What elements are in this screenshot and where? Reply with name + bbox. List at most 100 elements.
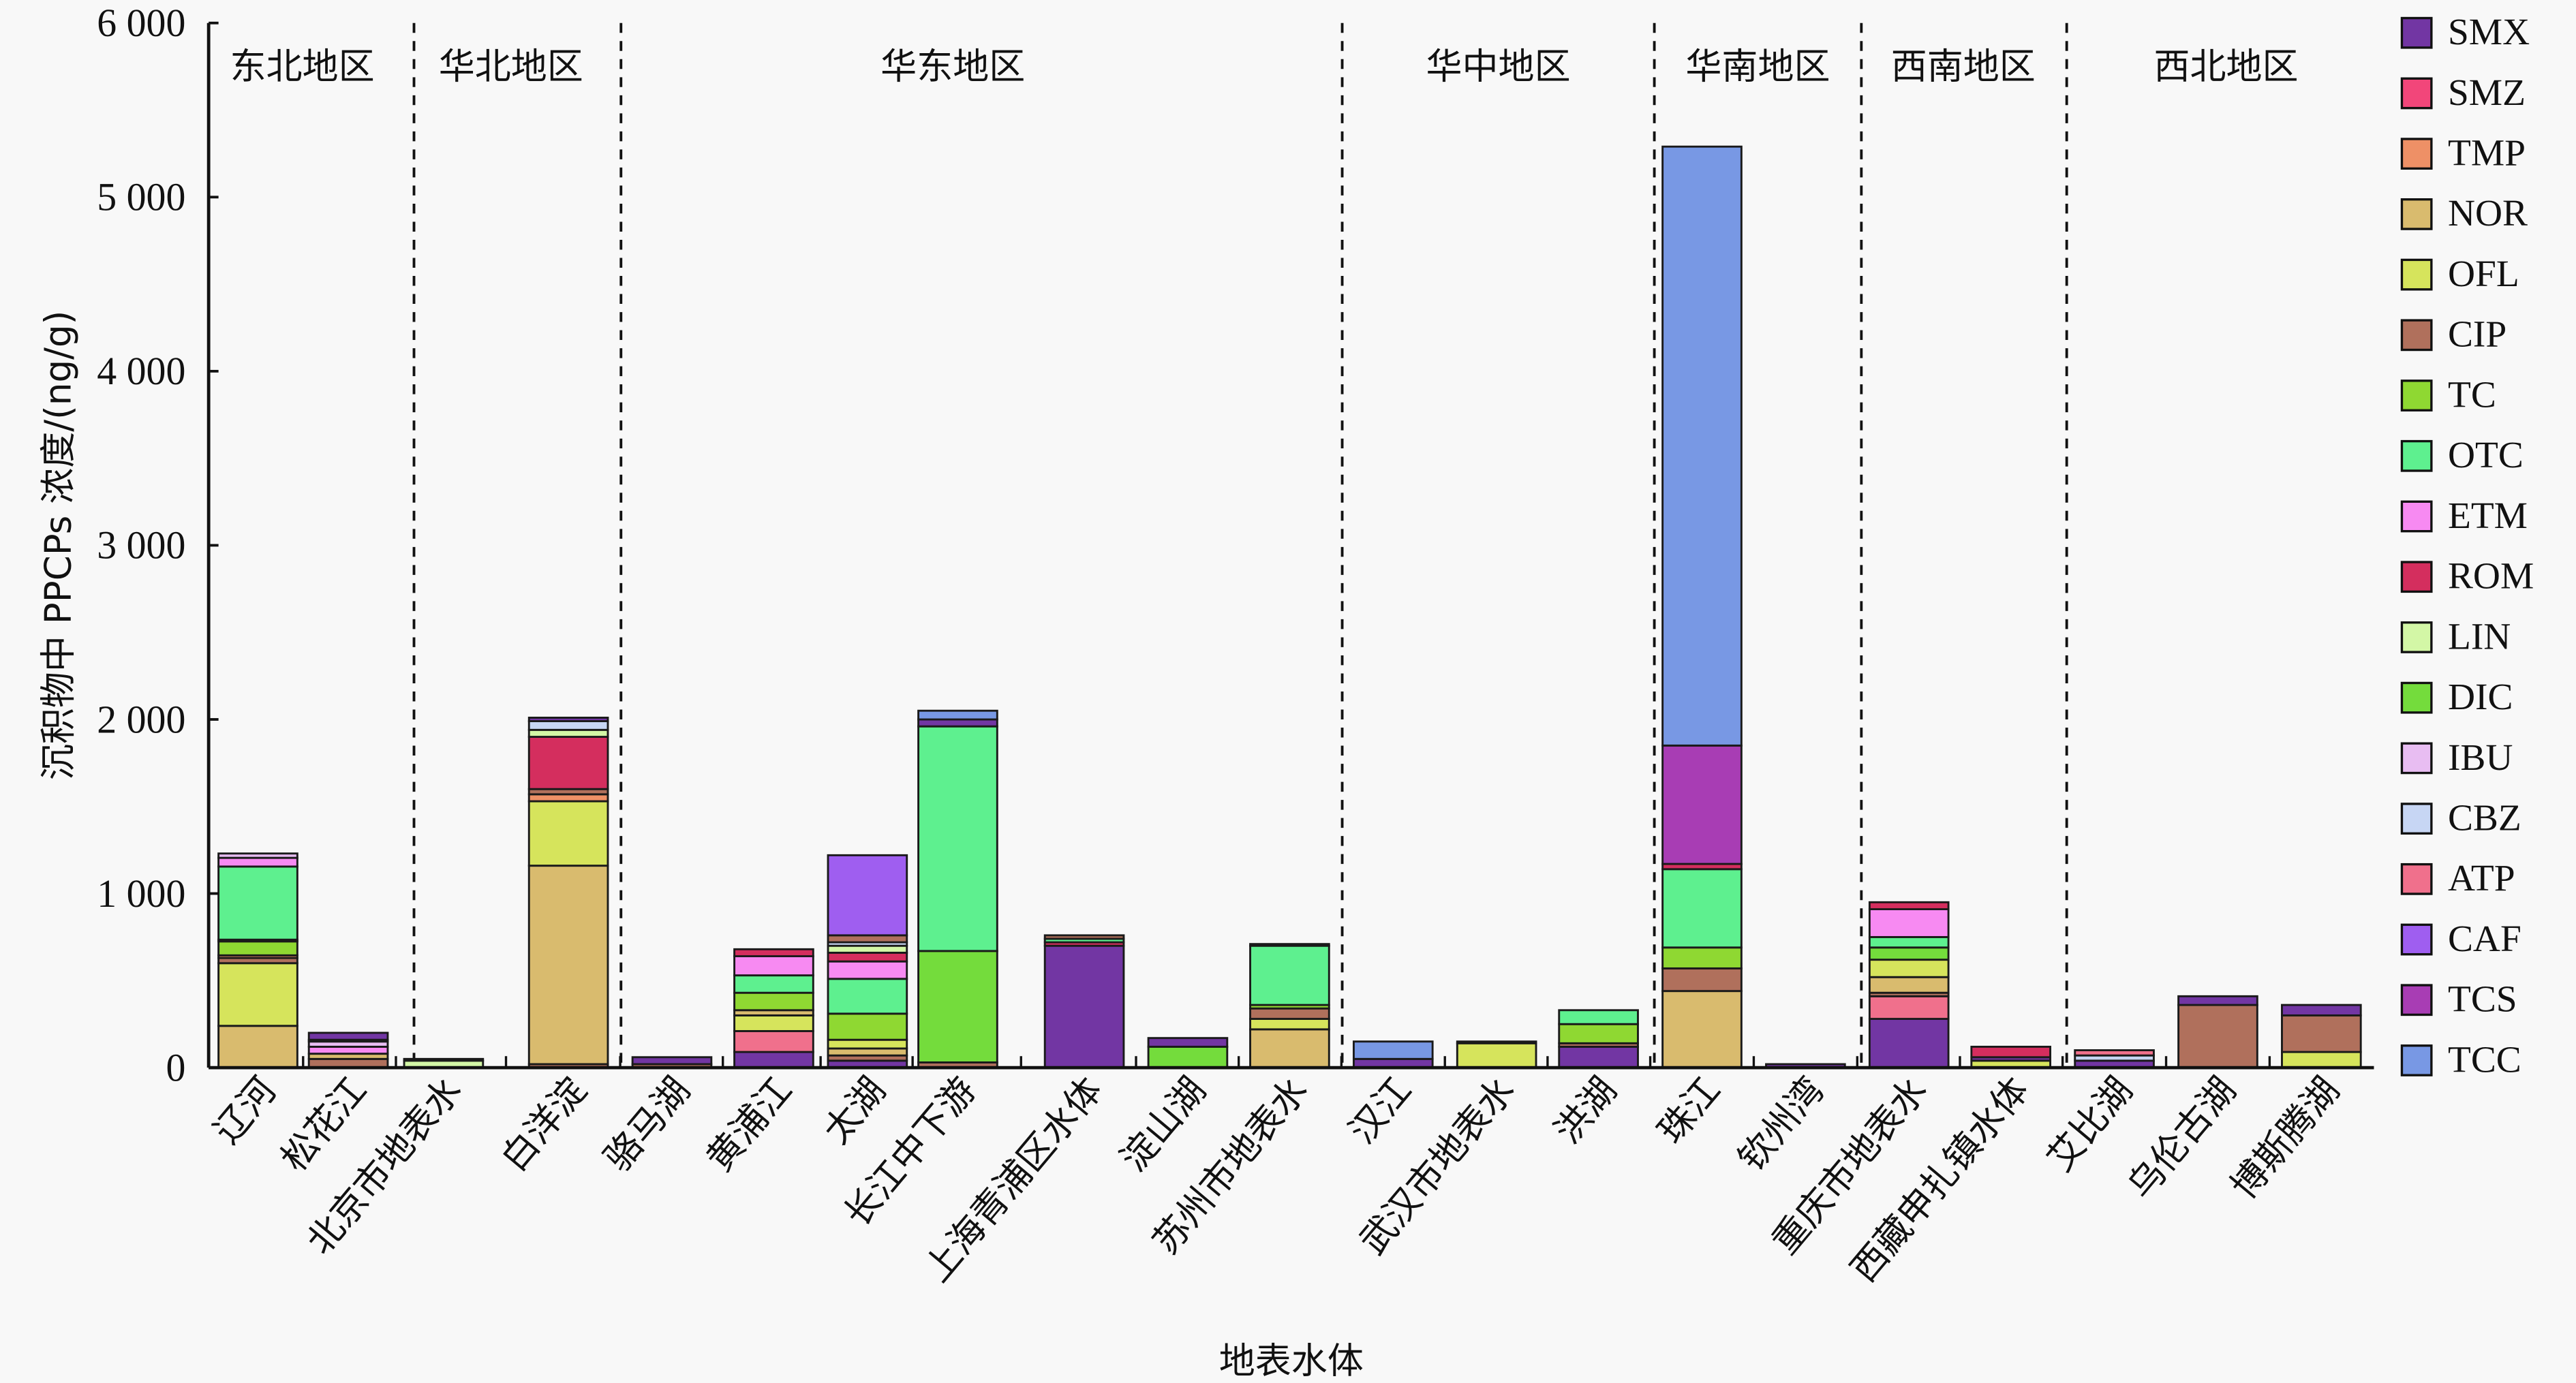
bar-长江中下游 [917,709,998,1069]
legend-swatch-TMP [2400,138,2433,170]
bar-白洋淀 [527,716,609,1069]
bar-segment-SMX [733,1051,814,1069]
region-label: 华南地区 [1685,46,1830,88]
legend-label: NOR [2448,192,2528,234]
y-tick-label: 4 000 [97,349,185,393]
bar-segment-OTC [733,974,814,994]
bar-segment-TC [733,991,814,1012]
legend-swatch-IBU [2400,742,2433,775]
legend-swatch-ETM [2400,500,2433,533]
legend-label: LIN [2448,615,2511,657]
x-tick-label: 辽河 [206,1069,285,1151]
x-tick-label: 钦州湾 [1730,1069,1833,1179]
legend-label: TMP [2448,132,2526,174]
legend-label: TCS [2448,978,2517,1020]
y-tick-label: 6 000 [97,1,185,45]
bar-segment-ATP [2074,1049,2155,1057]
plot-area: 东北地区 华北地区 华东地区 华中地区 华南地区 西南地区 西北地区 [217,22,2362,1069]
bar-segment-OTC [1661,868,1743,949]
x-tick-label: 洪湖 [1546,1069,1625,1151]
bar-segment-ETM [217,856,298,868]
bar-辽河 [217,852,298,1069]
bar-segment-ETM [827,960,908,980]
legend: SMX SMZ TMP NOR OFL CIP TC OTC ETM ROM LIN DIC IBU CB… [2400,11,2534,1080]
legend-label: SMX [2448,11,2530,52]
bar-segment-CIP [1661,967,1743,993]
region-label: 东北地区 [230,46,375,88]
bar-segment-IBU [217,852,298,859]
bar-武汉市地表水 [1456,1040,1537,1069]
bar-segment-TC [827,1012,908,1041]
bar-segment-ROM [733,948,814,957]
bar-segment-OTC [1249,944,1330,1006]
bar-segment-ROM [827,951,908,963]
legend-swatch-TC [2400,379,2433,411]
bar-segment-OFL [1456,1042,1537,1069]
bar-松花江 [307,1031,389,1069]
y-tick-label: 2 000 [97,697,185,741]
bar-segment-NOR [217,1025,298,1069]
bar-segment-SMX [1147,1037,1229,1048]
bar-segment-OTC [1558,1009,1639,1025]
y-tick-label: 0 [166,1045,185,1089]
bar-segment-OTC [827,978,908,1015]
bar-上海青浦区水体 [1043,934,1125,1069]
legend-swatch-SMZ [2400,77,2433,110]
x-tick-label: 黄浦江 [699,1069,801,1179]
legend-swatch-ROM [2400,561,2433,593]
legend-swatch-CBZ [2400,803,2433,835]
bar-segment-ROM [527,736,609,790]
legend-swatch-TCC [2400,1044,2433,1076]
legend-label: DIC [2448,676,2513,717]
bar-segment-SMX [1043,944,1125,1069]
legend-label: SMZ [2448,72,2526,113]
legend-swatch-NOR [2400,198,2433,230]
bar-segment-DIC [1868,946,1950,961]
bar-segment-CAF [827,854,908,937]
bar-苏州市地表水 [1249,943,1330,1069]
bar-乌伦古湖 [2177,995,2258,1069]
bar-segment-OFL [2281,1051,2362,1069]
bar-重庆市地表水 [1868,901,1950,1069]
legend-label: OTC [2448,434,2524,476]
bar-segment-ROM [1970,1045,2052,1059]
bar-segment-CIP [2177,1004,2258,1069]
x-tick-label: 淀山湖 [1112,1069,1214,1179]
legend-swatch-SMX [2400,16,2433,49]
bar-segment-TCC [1352,1040,1434,1060]
bar-segment-ROM [1868,901,1950,910]
bar-segment-CIP [2281,1014,2362,1053]
y-tick-label: 5 000 [97,175,185,219]
bar-segment-TC [1661,946,1743,969]
y-axis-title: 沉积物中 PPCPs 浓度/(ng/g) [37,311,80,780]
x-tick-label: 珠江 [1650,1069,1729,1151]
bar-segment-ATP [1868,995,1950,1020]
bar-segment-NOR [1249,1028,1330,1069]
bar-segment-OFL [733,1014,814,1032]
bar-segment-CBZ [527,720,609,731]
bar-segment-TC [217,940,298,957]
x-tick-label: 艾比湖 [2039,1069,2141,1179]
bar-segment-NOR [527,865,609,1066]
bar-博斯腾湖 [2281,1004,2362,1069]
bar-segment-LIN [527,728,609,738]
bar-segment-OTC [217,865,298,941]
x-tick-label: 博斯腾湖 [2222,1069,2348,1207]
bar-segment-ETM [307,1045,389,1055]
legend-label: TC [2448,373,2496,415]
bar-艾比湖 [2074,1049,2155,1069]
bar-segment-SMX [1558,1045,1639,1069]
bar-segment-SMX [527,716,609,722]
legend-swatch-TCS [2400,984,2433,1016]
x-tick-label: 汉江 [1341,1069,1420,1151]
legend-label: ATP [2448,857,2515,899]
legend-label: IBU [2448,736,2513,778]
legend-swatch-CAF [2400,923,2433,956]
bar-segment-ETM [733,955,814,977]
bar-珠江 [1661,145,1743,1069]
bar-segment-NOR [827,1047,908,1057]
bar-segment-SMX [2281,1004,2362,1016]
bar-segment-DIC [1147,1045,1229,1069]
x-tick-label: 白洋淀 [493,1069,595,1179]
